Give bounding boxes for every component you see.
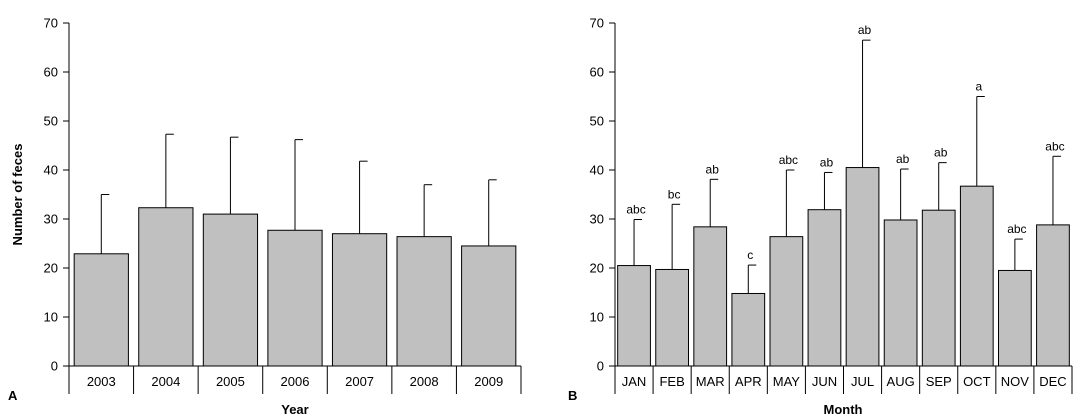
- y-tick-label: 60: [44, 65, 58, 80]
- bar-apr: [731, 292, 766, 367]
- x-tick-label: 2004: [151, 374, 180, 389]
- x-tick-label: MAY: [773, 374, 801, 389]
- y-tick-label: 10: [44, 310, 58, 325]
- chart-panel-b: 0 10 20 30 40 50 60 70 JAN abc FEB bc MAR ab APR c MAY ab…: [568, 16, 1073, 417]
- bar-2004: [138, 207, 194, 367]
- y-tick-label: 50: [44, 114, 58, 129]
- x-tick-label: DEC: [1039, 374, 1066, 389]
- x-tick-label: 2007: [345, 374, 374, 389]
- significance-label: ab: [858, 23, 872, 37]
- bar-jul: [845, 167, 880, 367]
- significance-label: ab: [706, 162, 720, 176]
- significance-label: ab: [934, 146, 948, 160]
- x-tick-label: JUL: [851, 374, 874, 389]
- y-tick-label: 30: [44, 212, 58, 227]
- significance-label: abc: [1007, 222, 1026, 236]
- x-tick-label: NOV: [1001, 374, 1030, 389]
- x-tick-label: FEB: [659, 374, 684, 389]
- x-tick-label: OCT: [963, 374, 991, 389]
- x-axis-title: Month: [824, 402, 863, 417]
- y-tick-label: 50: [590, 114, 604, 129]
- x-tick-label: 2008: [410, 374, 439, 389]
- panel-label: A: [8, 388, 18, 403]
- chart-panel-a: 0 10 20 30 40 50 60 70 2003 2004 2005 2006 2007 2008 2…: [8, 16, 522, 417]
- bar-sep: [921, 209, 956, 367]
- y-axis-title: Number of feces: [10, 144, 25, 246]
- bar-2006: [267, 229, 323, 367]
- bar-2005: [202, 213, 259, 367]
- bar-nov: [997, 269, 1032, 367]
- significance-label: ab: [820, 155, 834, 169]
- y-tick-label: 70: [590, 16, 604, 31]
- significance-label: ab: [896, 152, 910, 166]
- significance-label: c: [747, 248, 753, 262]
- y-tick-label: 70: [44, 16, 58, 31]
- x-tick-label: APR: [735, 374, 762, 389]
- y-tick-label: 30: [590, 212, 604, 227]
- x-tick-label: 2006: [281, 374, 310, 389]
- panel-label: B: [568, 388, 577, 403]
- bar-dec: [1036, 224, 1070, 367]
- bar-may: [769, 236, 804, 367]
- bar-jun: [807, 209, 842, 367]
- y-tick-label: 40: [44, 163, 58, 178]
- x-tick-label: AUG: [887, 374, 915, 389]
- bar-oct: [959, 185, 994, 367]
- bar-2007: [331, 233, 388, 367]
- bar-2003: [73, 253, 129, 367]
- x-tick-label: 2005: [216, 374, 245, 389]
- bar-2008: [396, 236, 452, 367]
- bar-feb: [655, 268, 690, 367]
- y-tick-label: 20: [590, 261, 604, 276]
- y-tick-label: 0: [597, 359, 604, 374]
- y-tick-label: 60: [590, 65, 604, 80]
- x-tick-label: SEP: [926, 374, 952, 389]
- x-tick-label: JAN: [622, 374, 647, 389]
- y-tick-label: 40: [590, 163, 604, 178]
- x-axis-title: Year: [281, 402, 308, 417]
- y-tick-label: 10: [590, 310, 604, 325]
- x-tick-label: 2003: [87, 374, 116, 389]
- bar-aug: [883, 219, 918, 367]
- y-tick-label: 20: [44, 261, 58, 276]
- significance-label: abc: [626, 202, 645, 216]
- bar-jan: [617, 265, 651, 367]
- x-tick-label: MAR: [696, 374, 725, 389]
- significance-label: a: [975, 80, 982, 94]
- y-tick-label: 0: [51, 359, 58, 374]
- x-tick-label: JUN: [812, 374, 837, 389]
- x-tick-label: 2009: [474, 374, 503, 389]
- significance-label: abc: [1045, 139, 1064, 153]
- significance-label: abc: [779, 153, 798, 167]
- bar-mar: [693, 226, 728, 367]
- bar-2009: [461, 245, 517, 367]
- significance-label: bc: [668, 187, 681, 201]
